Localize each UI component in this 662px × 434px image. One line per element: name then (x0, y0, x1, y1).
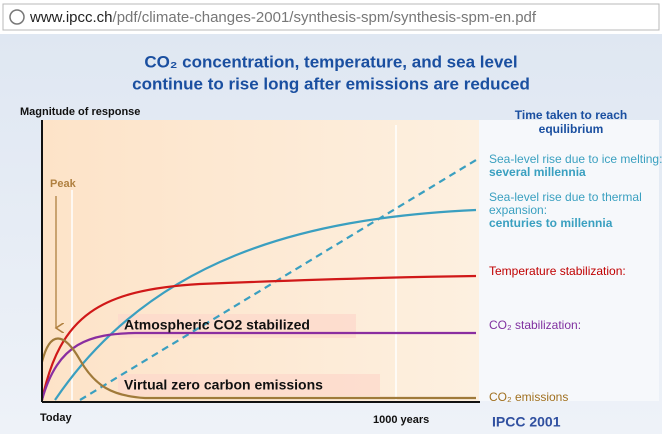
thermal-expansion-curve (54, 208, 477, 401)
y-axis-label: Magnitude of response (20, 106, 140, 118)
title: continue to rise long after emissions ar… (132, 74, 530, 93)
legend-text: CO₂ emissions (489, 390, 568, 404)
x-end-label: 1000 years (373, 414, 429, 426)
x-start-label: Today (40, 412, 72, 424)
url: www.ipcc.ch/pdf/climate-changes-2001/syn… (29, 9, 537, 26)
legend-text: several millennia (489, 165, 586, 179)
co2-emissions-curve (40, 337, 476, 400)
legend: Sea-level rise due to ice melting:severa… (489, 152, 662, 404)
annotation: Atmospheric CO2 stabilized (124, 317, 310, 333)
url-host: www.ipcc.ch (29, 9, 113, 26)
co2-stabilization-curve (40, 331, 476, 401)
legend-text: centuries to millennia (489, 216, 613, 230)
url-path: /pdf/climate-changes-2001/synthesis-spm/… (113, 9, 537, 26)
legend-area (479, 120, 659, 401)
source: IPCC 2001 (492, 414, 561, 430)
annotation-box (118, 374, 380, 396)
annotation: Virtual zero carbon emissions (124, 377, 323, 393)
plot-area (43, 120, 479, 401)
address-field[interactable] (2, 3, 660, 31)
legend-text: CO₂ stabilization: (489, 318, 581, 332)
legend-heading: equilibrium (539, 122, 604, 136)
peak-label: Peak (50, 178, 77, 190)
legend-text: Sea-level rise due to ice melting: (489, 152, 662, 166)
temperature-curve (40, 274, 477, 401)
legend-text: expansion: (489, 203, 547, 217)
page-icon (9, 9, 25, 25)
legend-text: Sea-level rise due to thermal (489, 190, 642, 204)
title: CO₂ concentration, temperature, and sea … (144, 52, 517, 71)
legend-heading: Time taken to reach (515, 108, 628, 122)
legend-text: Temperature stabilization: (489, 264, 626, 278)
